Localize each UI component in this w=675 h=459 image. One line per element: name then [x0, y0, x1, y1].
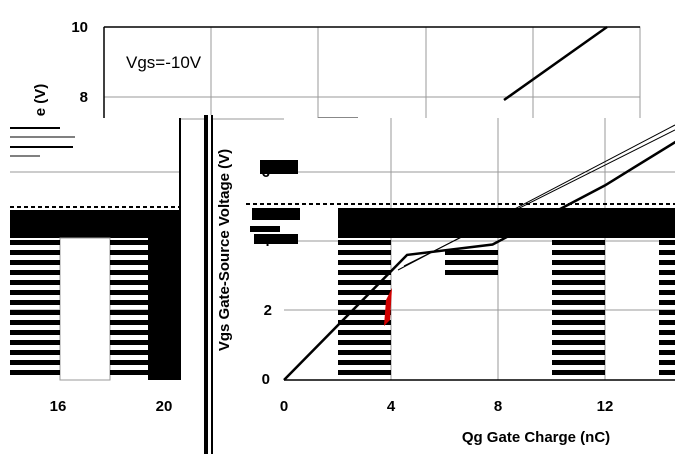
x-tick-20: 20: [156, 398, 173, 415]
main-hatch-stripe: [338, 350, 391, 355]
left-hatch-stripe: [10, 290, 60, 295]
left-hatch-stripe: [110, 280, 156, 285]
main-hatch-stripe: [338, 260, 391, 265]
left-hatch-stripe: [10, 310, 60, 315]
main-hatch-stripe: [338, 340, 391, 345]
x-tick-8: 8: [494, 398, 502, 415]
main-hatch-stripe: [552, 250, 605, 255]
upper-y-tick-8: 8: [80, 89, 88, 106]
main-hatch-stripe: [552, 260, 605, 265]
main-hatch-stripe: [552, 290, 605, 295]
y-axis-label: Vgs Gate-Source Voltage (V): [216, 149, 233, 351]
main-hatch-stripe: [659, 370, 675, 375]
main-hatch-stripe: [552, 350, 605, 355]
main-hatch-stripe: [552, 330, 605, 335]
left-hatch-stripe: [10, 370, 60, 375]
left-hatch-stripe: [110, 320, 156, 325]
left-hatch-stripe: [10, 320, 60, 325]
left-hatch-stripe: [10, 240, 60, 245]
main-hatch-stripe: [445, 250, 498, 255]
x-tick-12: 12: [597, 398, 614, 415]
main-hatch-stripe: [552, 310, 605, 315]
main-hatch-stripe: [659, 280, 675, 285]
main-hatch-stripe: [659, 270, 675, 275]
left-hatch-stripe: [10, 330, 60, 335]
left-hatch-stripe: [110, 310, 156, 315]
x-tick-16: 16: [50, 398, 67, 415]
main-hatch-stripe: [552, 340, 605, 345]
main-hatch-stripe: [552, 370, 605, 375]
main-hatch-stripe: [338, 370, 391, 375]
main-hatch-stripe: [338, 360, 391, 365]
main-hatch-stripe: [338, 310, 391, 315]
main-hatch-stripe: [659, 330, 675, 335]
left-hatch-stripe: [10, 250, 60, 255]
upper-panel: 10 8 Vgs=-10V e (V): [32, 19, 640, 120]
main-hatch-stripe: [445, 270, 498, 275]
main-hatch-stripe: [338, 240, 391, 245]
left-hatch-stripe: [110, 370, 156, 375]
main-hatch-stripe: [552, 320, 605, 325]
main-hatch-stripe: [552, 270, 605, 275]
vgs-annotation: Vgs=-10V: [126, 53, 202, 72]
left-hatch-stripe: [10, 260, 60, 265]
main-hatch-stripe: [552, 280, 605, 285]
left-hatch-stripe: [110, 250, 156, 255]
left-hatch-stripe: [110, 270, 156, 275]
left-hatch-stripe: [110, 330, 156, 335]
main-hatch-stripe: [659, 340, 675, 345]
main-hatch-stripe: [445, 260, 498, 265]
main-hatch-stripe: [659, 260, 675, 265]
main-hatch-stripe: [659, 360, 675, 365]
main-hatch-stripe: [552, 300, 605, 305]
main-hatch-band: [338, 208, 675, 238]
main-hatch-stripe: [338, 270, 391, 275]
main-hatch-stripe: [659, 310, 675, 315]
main-hatch-stripe: [659, 300, 675, 305]
main-hatch-stripe: [659, 240, 675, 245]
y-tick-2: 2: [264, 302, 272, 319]
left-hatch-stripe: [10, 360, 60, 365]
x-tick-4: 4: [387, 398, 396, 415]
y-tick-0: 0: [262, 371, 270, 388]
left-hatch-stripe: [110, 290, 156, 295]
main-hatch-stripe: [552, 240, 605, 245]
left-hatch-stripe: [110, 240, 156, 245]
left-hatch-stripe: [110, 260, 156, 265]
left-hatch-stripe: [10, 340, 60, 345]
main-hatch-stripe: [338, 320, 391, 325]
upper-y-tick-10: 10: [71, 19, 88, 36]
main-hatch-stripe: [659, 350, 675, 355]
main-hatch-stripe: [338, 250, 391, 255]
left-hatch-stripe: [10, 300, 60, 305]
y-tick-4: 4: [262, 233, 271, 250]
left-hatch-stripe: [110, 340, 156, 345]
x-axis-label: Qg Gate Charge (nC): [462, 429, 610, 446]
main-hatch-stripe: [338, 290, 391, 295]
main-hatch-stripe: [659, 250, 675, 255]
divider-stripe: [204, 115, 213, 454]
left-hatch-stripe: [10, 350, 60, 355]
main-hatch-stripe: [659, 320, 675, 325]
left-hatch-stripe: [110, 300, 156, 305]
main-hatch-stripe: [552, 360, 605, 365]
left-hatch-stripe: [110, 360, 156, 365]
left-hatch-stripe: [110, 350, 156, 355]
upper-y-axis-label: e (V): [32, 84, 49, 117]
left-hatch-stripe: [10, 280, 60, 285]
main-hatch-stripe: [338, 300, 391, 305]
x-tick-0: 0: [280, 398, 288, 415]
main-hatch-stripe: [338, 330, 391, 335]
left-hatch-stripe: [10, 270, 60, 275]
y-tick-6: 6: [262, 164, 270, 181]
main-hatch-stripe: [659, 290, 675, 295]
